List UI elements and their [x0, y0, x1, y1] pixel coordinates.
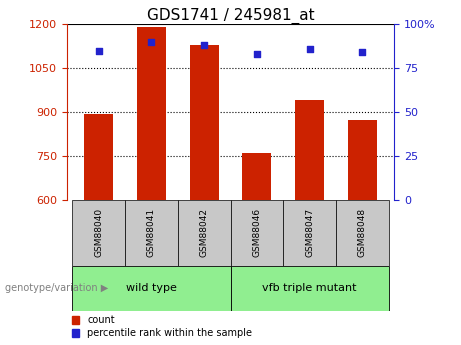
Point — [148, 39, 155, 45]
Point — [306, 46, 313, 51]
Bar — [72, 200, 125, 266]
Legend: count, percentile rank within the sample: count, percentile rank within the sample — [72, 315, 252, 338]
Text: GSM88046: GSM88046 — [252, 208, 261, 257]
Text: GSM88041: GSM88041 — [147, 208, 156, 257]
Bar — [242, 153, 272, 200]
Bar — [177, 200, 230, 266]
Title: GDS1741 / 245981_at: GDS1741 / 245981_at — [147, 8, 314, 24]
Bar — [336, 200, 389, 266]
Bar — [295, 100, 324, 200]
Bar — [189, 45, 219, 200]
Point — [253, 51, 260, 57]
Bar — [230, 266, 389, 311]
Point — [201, 42, 208, 48]
Bar — [230, 200, 284, 266]
Bar — [125, 200, 177, 266]
Point — [359, 50, 366, 55]
Text: vfb triple mutant: vfb triple mutant — [262, 283, 357, 293]
Text: wild type: wild type — [126, 283, 177, 293]
Text: GSM88040: GSM88040 — [94, 208, 103, 257]
Text: GSM88042: GSM88042 — [200, 208, 209, 257]
Bar — [84, 114, 113, 200]
Text: GSM88047: GSM88047 — [305, 208, 314, 257]
Point — [95, 48, 102, 53]
Text: GSM88048: GSM88048 — [358, 208, 367, 257]
Bar — [137, 27, 166, 200]
Bar — [284, 200, 336, 266]
Bar — [72, 266, 230, 311]
Text: genotype/variation ▶: genotype/variation ▶ — [5, 283, 108, 293]
Bar — [348, 120, 377, 200]
